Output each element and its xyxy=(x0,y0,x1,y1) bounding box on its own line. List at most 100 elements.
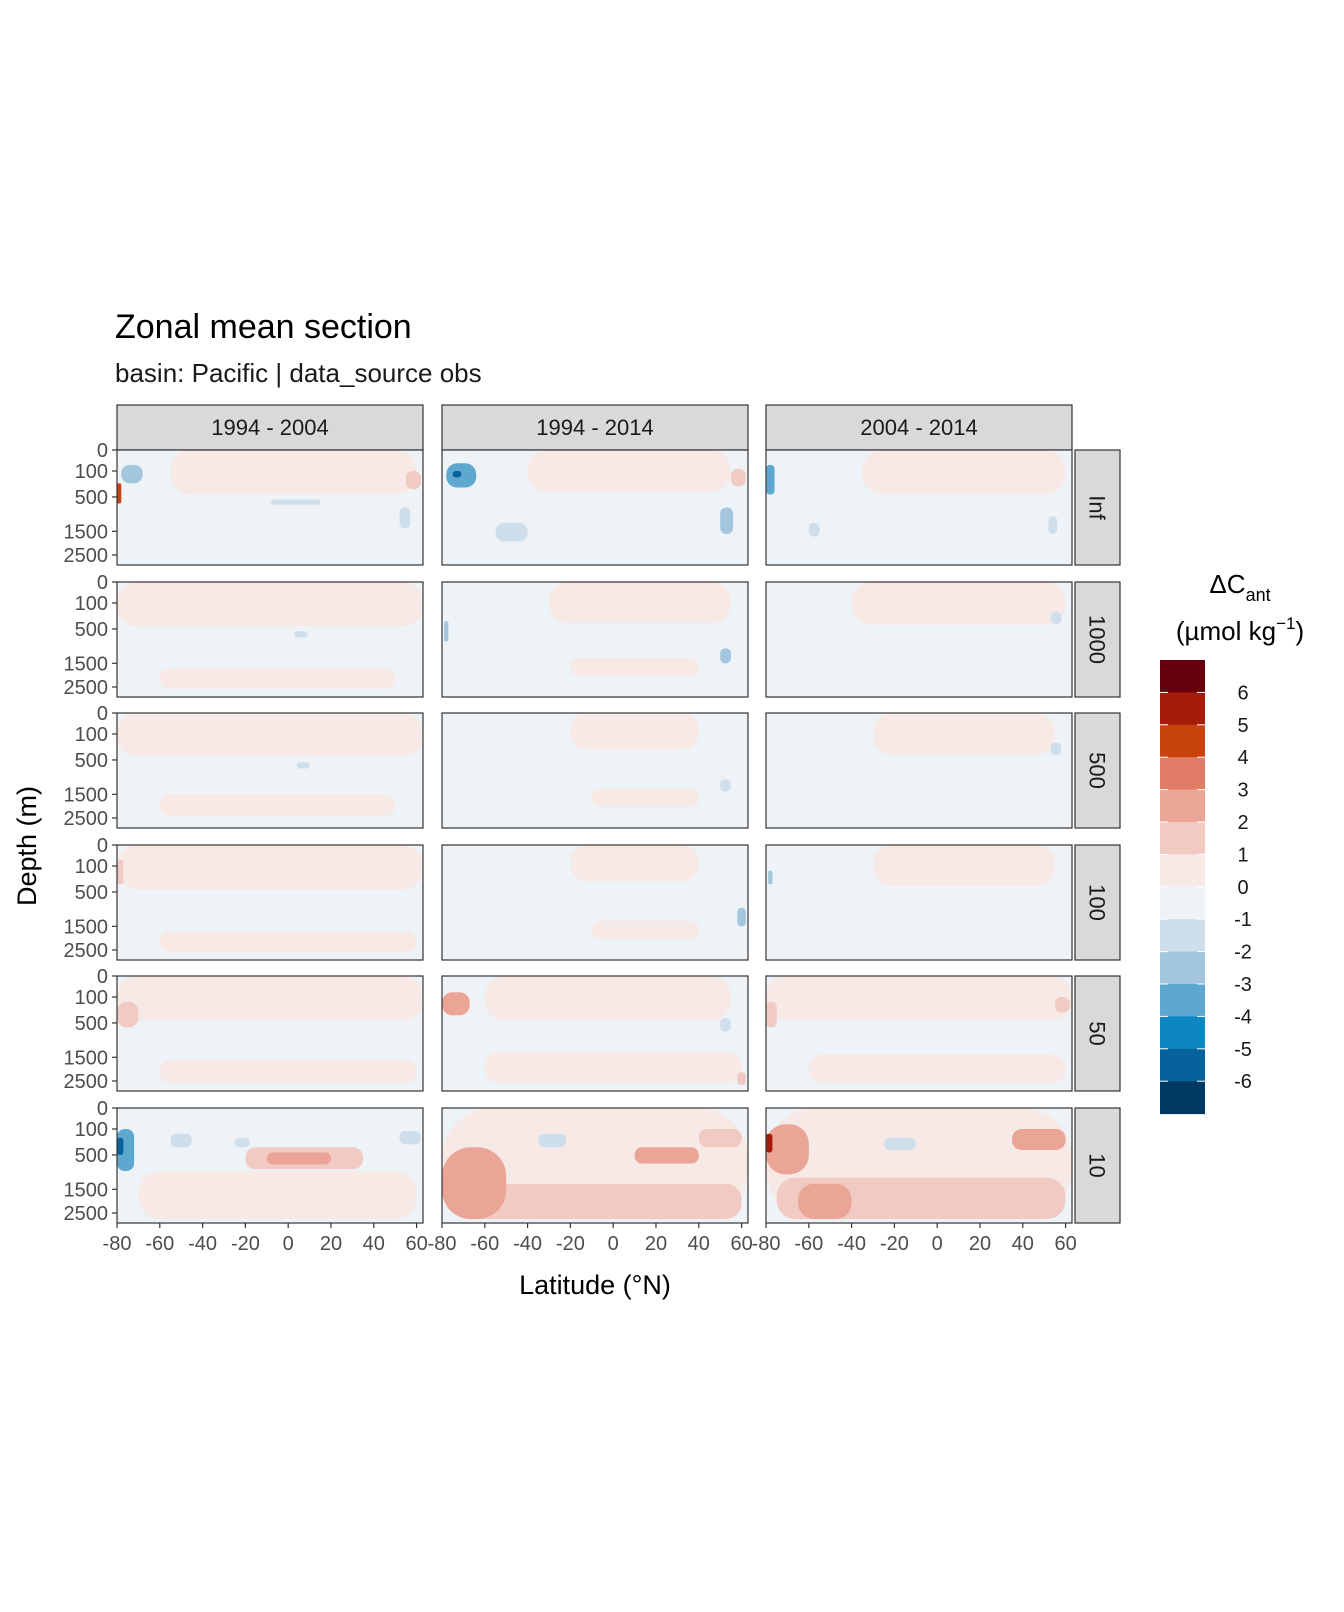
x-tick-label: -40 xyxy=(188,1233,217,1255)
x-tick-label: 40 xyxy=(363,1233,385,1255)
legend-label: 0 xyxy=(1237,877,1248,899)
legend-label: -1 xyxy=(1234,909,1252,931)
chart-title: Zonal mean section xyxy=(115,308,412,346)
row-strip xyxy=(1074,449,1121,566)
legend-label: -4 xyxy=(1234,1006,1252,1028)
legend-title: ΔCant xyxy=(1209,569,1270,605)
legend-swatch xyxy=(1160,1016,1205,1050)
legend-unit: (µmol kg−1) xyxy=(1176,614,1304,646)
x-tick-label: -60 xyxy=(470,1233,499,1255)
contour-region xyxy=(452,1183,742,1220)
contour-region xyxy=(399,1131,421,1145)
contour-region xyxy=(737,907,746,927)
legend-swatch xyxy=(1160,854,1205,888)
y-tick-label: 500 xyxy=(75,487,108,509)
panel-border xyxy=(765,975,1073,1092)
legend-label: 6 xyxy=(1237,682,1248,704)
contour-region xyxy=(634,1147,699,1164)
row-strip-label: 50 xyxy=(1085,1021,1110,1045)
column-strip-label: 2004 - 2014 xyxy=(860,415,977,440)
x-tick-label: -80 xyxy=(428,1233,457,1255)
section-panel xyxy=(442,845,748,960)
contour-region xyxy=(1050,611,1062,624)
contour-region xyxy=(117,845,423,890)
y-tick-label: 100 xyxy=(75,856,108,878)
contour-region xyxy=(138,1170,417,1220)
x-tick-label: 20 xyxy=(320,1233,342,1255)
x-tick-label: 40 xyxy=(1012,1233,1034,1255)
panel-border xyxy=(441,844,749,961)
contour-region xyxy=(159,931,417,953)
y-tick-label: 0 xyxy=(97,835,108,857)
contour-region xyxy=(766,1001,777,1028)
contour-region xyxy=(548,582,731,623)
section-panel xyxy=(117,450,423,565)
section-panel xyxy=(442,976,748,1091)
y-tick-label: 0 xyxy=(97,1098,108,1120)
y-tick-label: 0 xyxy=(97,703,108,725)
section-panel xyxy=(766,450,1072,565)
row-strip xyxy=(1074,712,1121,829)
section-panel xyxy=(117,582,423,697)
y-tick-label: 500 xyxy=(75,750,108,772)
panel-border xyxy=(441,1107,749,1224)
panel-border xyxy=(765,1107,1073,1224)
contour-region xyxy=(766,464,775,495)
contour-region xyxy=(446,463,477,488)
contour-region xyxy=(234,1137,250,1148)
column-strip-label: 1994 - 2014 xyxy=(536,415,653,440)
contour-region xyxy=(266,1152,331,1165)
legend-label: 4 xyxy=(1237,747,1248,769)
legend-label: 3 xyxy=(1237,780,1248,802)
contour-region xyxy=(159,794,396,816)
x-tick-label: 40 xyxy=(688,1233,710,1255)
section-panel xyxy=(442,1108,748,1223)
column-strip xyxy=(116,404,424,451)
legend-label: -5 xyxy=(1234,1039,1252,1061)
panel-border xyxy=(765,712,1073,829)
contour-region xyxy=(1012,1128,1066,1150)
section-panel xyxy=(117,976,423,1091)
panel-border xyxy=(441,975,749,1092)
y-tick-label: 500 xyxy=(75,619,108,641)
x-tick-label: 0 xyxy=(932,1233,943,1255)
legend-label: 5 xyxy=(1237,715,1248,737)
y-tick-label: 0 xyxy=(97,572,108,594)
y-tick-label: 100 xyxy=(75,1119,108,1141)
y-tick-label: 1500 xyxy=(64,1179,109,1201)
column-strip xyxy=(441,404,749,451)
legend-swatch xyxy=(1160,951,1205,985)
section-panel xyxy=(766,845,1072,960)
contour-region xyxy=(538,1133,567,1148)
x-axis-label: Latitude (°N) xyxy=(519,1270,671,1300)
contour-region xyxy=(766,1133,773,1153)
color-legend: ΔCant (µmol kg−1) 6 5 4 3 2 1 0 -1 -2 -3 -4 -5 -6 xyxy=(1160,569,1304,1115)
contour-region xyxy=(570,845,699,882)
x-tick-label: -60 xyxy=(145,1233,174,1255)
panel-border xyxy=(116,844,424,961)
row-strip xyxy=(1074,975,1121,1092)
contour-region xyxy=(294,631,308,638)
panel-border xyxy=(441,712,749,829)
legend-label: 2 xyxy=(1237,812,1248,834)
contour-region xyxy=(296,762,310,769)
y-tick-label: 500 xyxy=(75,882,108,904)
x-tick-label: -20 xyxy=(556,1233,585,1255)
x-tick-label: 20 xyxy=(645,1233,667,1255)
contour-region xyxy=(117,859,124,885)
y-tick-label: 100 xyxy=(75,593,108,615)
panel-border xyxy=(765,844,1073,961)
x-tick-label: 0 xyxy=(608,1233,619,1255)
y-tick-label: 100 xyxy=(75,461,108,483)
section-panel xyxy=(117,713,423,828)
x-tick-label: -80 xyxy=(103,1233,132,1255)
row-strip xyxy=(1074,1107,1121,1224)
y-tick-label: 1500 xyxy=(64,916,109,938)
contour-region xyxy=(159,1059,417,1084)
contour-region xyxy=(271,499,321,505)
panel-border xyxy=(116,712,424,829)
row-strip-label: 100 xyxy=(1085,884,1110,921)
contour-region xyxy=(399,507,411,529)
column-strip-label: 1994 - 2004 xyxy=(211,415,328,440)
